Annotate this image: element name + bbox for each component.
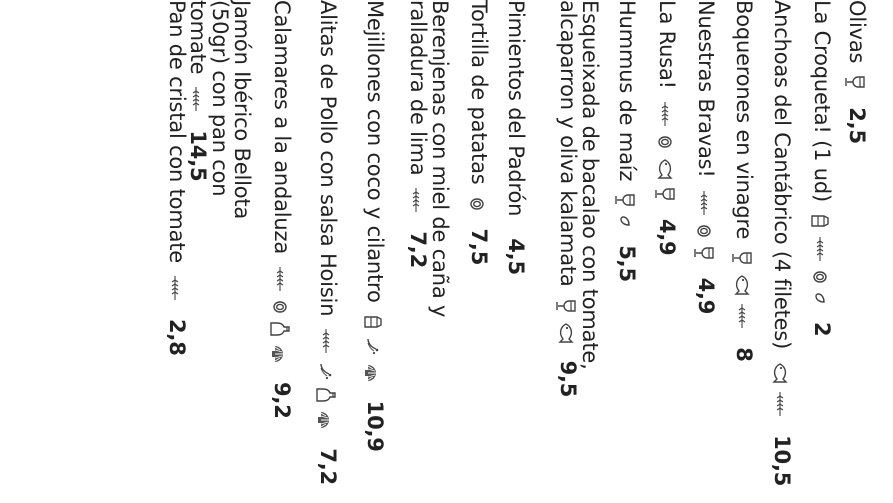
- menu-item: Pan de cristal con tomate 2,8: [165, 0, 189, 503]
- menu-item-name: Alitas de Pollo con salsa Hoisin: [316, 0, 340, 317]
- wheat-icon: [405, 183, 429, 217]
- menu-item-price: 7,2: [406, 231, 430, 268]
- menu-item-price: 7,2: [316, 448, 340, 485]
- shell-icon: [270, 340, 294, 368]
- milk-carton-icon: [809, 210, 833, 232]
- menu-item: Esqueixada de bacalao con tomate, alcapa…: [556, 0, 602, 438]
- menu-item-name: Nuestras Bravas!: [694, 0, 718, 178]
- menu-item-price: 5,5: [615, 245, 639, 282]
- menu-item-name: Berenjenas con miel de caña y ralladura …: [406, 0, 452, 318]
- shell-icon: [362, 359, 386, 387]
- fish-icon: [769, 357, 793, 387]
- allergen-icons: [615, 189, 638, 231]
- allergen-icons: [845, 71, 868, 93]
- menu-item-name: Pimientos del Padrón: [504, 0, 528, 217]
- menu-item-price: 14,5: [186, 130, 210, 182]
- wheat-icon: [655, 97, 679, 131]
- fish-icon: [556, 317, 580, 347]
- allergen-icons: [732, 247, 755, 333]
- menu-item-price: 8: [732, 347, 756, 362]
- menu-item-name: La Croqueta! (1 ud): [810, 0, 834, 202]
- menu-item: Calamares a la andaluza 9,2: [270, 0, 294, 503]
- wheat-icon: [732, 299, 756, 333]
- menu-item: Olivas 2,5: [845, 0, 869, 503]
- menu-item-name: Calamares a la andaluza: [270, 0, 294, 255]
- wheat-icon: [164, 271, 188, 305]
- menu-item-price: 7,5: [467, 228, 491, 266]
- egg-icon: [809, 266, 833, 288]
- menu-item-price: 9,5: [556, 360, 580, 398]
- menu-item-name: Boquerones en vinagre: [732, 0, 756, 240]
- menu-item-name: Tortilla de patatas: [467, 0, 491, 185]
- allergen-icons: [655, 97, 678, 205]
- sesame-bottle-icon: [270, 318, 294, 340]
- menu-item-price: 9,2: [270, 382, 294, 419]
- menu-item-name: Anchoas del Cantábrico (4 filetes): [770, 0, 794, 350]
- menu-item: Jamón Ibérico Bellota (50gr) con pan con…: [186, 0, 254, 262]
- menu-item-price: 4,9: [655, 218, 679, 256]
- menu-item: Hummus de maíz 5,5: [615, 0, 639, 503]
- fish-icon: [732, 269, 756, 299]
- menu-item: Boquerones en vinagre 8: [732, 0, 756, 503]
- allergen-icons: [810, 210, 832, 308]
- shell-icon: [316, 406, 340, 434]
- wheat-icon: [769, 387, 793, 421]
- nut-icon: [615, 211, 639, 231]
- egg-icon: [270, 296, 294, 318]
- wine-glass-icon: [615, 189, 639, 211]
- menu-item-price: 2,8: [165, 319, 189, 356]
- allergen-icons: [694, 186, 717, 264]
- wine-glass-icon: [655, 183, 679, 205]
- wine-glass-icon: [732, 247, 756, 269]
- menu-item: Pimientos del Padrón 4,5: [504, 0, 528, 503]
- mollusc-icon: [316, 358, 340, 384]
- wheat-icon: [809, 232, 833, 266]
- wheat-icon: [316, 324, 340, 358]
- wheat-icon: [270, 262, 294, 296]
- menu-item-name: Olivas: [845, 0, 869, 64]
- menu-item-name: La Rusa!: [655, 0, 679, 89]
- wine-glass-icon: [694, 242, 718, 264]
- menu-item-price: 4,5: [504, 238, 528, 275]
- wheat-icon: [185, 82, 209, 116]
- nut-icon: [809, 288, 833, 308]
- fish-icon: [655, 153, 679, 183]
- egg-icon: [466, 193, 490, 215]
- allergen-icons: [467, 193, 489, 215]
- menu-item-price: 4,9: [694, 277, 718, 315]
- allergen-icons: [406, 183, 428, 217]
- allergen-icons: [186, 82, 208, 116]
- menu-item: La Croqueta! (1 ud) 2: [810, 0, 834, 503]
- wine-glass-icon: [556, 295, 580, 317]
- mollusc-icon: [362, 333, 386, 359]
- milk-carton-icon: [362, 311, 386, 333]
- wheat-icon: [694, 186, 718, 220]
- allergen-icons: [556, 295, 579, 347]
- menu-item-price: 10,5: [770, 435, 794, 487]
- menu-item-price: 10,9: [363, 400, 387, 452]
- menu-item: Berenjenas con miel de caña y ralladura …: [406, 0, 452, 330]
- allergen-icons: [363, 311, 385, 387]
- menu-item-price: 2: [810, 321, 834, 337]
- wine-glass-icon: [845, 71, 869, 93]
- menu-item: Tortilla de patatas 7,5: [467, 0, 491, 503]
- menu-item: Mejillones con coco y cilantro 10,9: [363, 0, 387, 503]
- menu-item-name: Mejillones con coco y cilantro: [363, 0, 387, 303]
- egg-icon: [655, 131, 679, 153]
- menu-item: La Rusa! 4,9: [655, 0, 679, 503]
- allergen-icons: [165, 271, 187, 305]
- allergen-icons: [270, 262, 293, 368]
- menu-item-name: Hummus de maíz: [615, 0, 639, 182]
- menu-item: Alitas de Pollo con salsa Hoisin 7,2: [316, 0, 340, 503]
- menu-item-price: 2,5: [845, 107, 869, 144]
- sesame-bottle-icon: [316, 384, 340, 406]
- menu-item-name: Pan de cristal con tomate: [165, 0, 189, 264]
- menu-item: Anchoas del Cantábrico (4 filetes) 10,5: [770, 0, 794, 503]
- allergen-icons: [316, 324, 339, 434]
- egg-icon: [694, 220, 718, 242]
- menu-item: Nuestras Bravas! 4,9: [694, 0, 718, 503]
- allergen-icons: [770, 357, 792, 421]
